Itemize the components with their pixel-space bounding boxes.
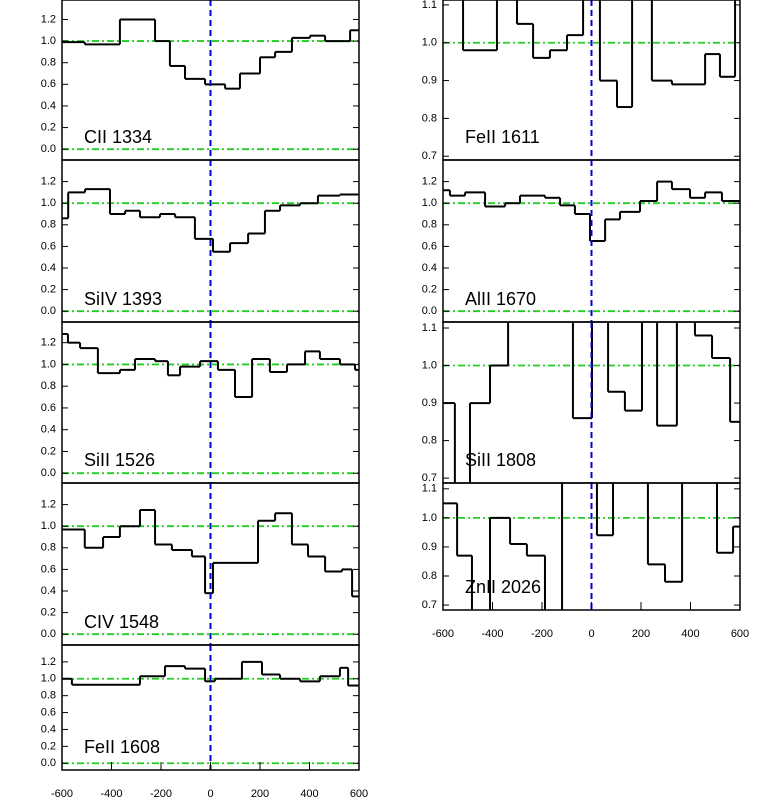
- y-tick-label: 0.0: [41, 305, 56, 317]
- y-tick-label: 0.9: [422, 541, 437, 553]
- y-tick-label: 0.8: [422, 570, 437, 582]
- panel-label: SiII 1808: [465, 450, 536, 470]
- y-tick-label: 0.0: [41, 628, 56, 640]
- x-tick-label: 0: [588, 628, 594, 640]
- y-tick-label: 1.0: [41, 35, 56, 47]
- y-tick-label: 0.8: [41, 57, 56, 69]
- y-tick-label: 1.0: [41, 197, 56, 209]
- y-tick-label: 0.6: [41, 78, 56, 90]
- y-tick-label: 0.8: [41, 542, 56, 554]
- y-tick-label: 0.2: [41, 740, 56, 752]
- y-tick-label: 0.4: [422, 262, 437, 274]
- panel-label: FeII 1611: [465, 127, 540, 147]
- x-tick-label: 200: [632, 628, 650, 640]
- panel: [62, 509, 359, 636]
- y-tick-label: 0.2: [41, 445, 56, 457]
- panel-label: AlII 1670: [465, 289, 536, 309]
- x-tick-label: 200: [251, 788, 269, 800]
- y-tick-label: 0.6: [422, 240, 437, 252]
- panel-label: FeII 1608: [84, 737, 160, 757]
- x-tick-label: -400: [100, 788, 122, 800]
- y-tick-label: 1.2: [422, 176, 437, 188]
- y-tick-label: 0.4: [41, 585, 56, 597]
- x-tick-label: -400: [481, 628, 503, 640]
- y-tick-label: 0.8: [422, 219, 437, 231]
- y-tick-label: 0.4: [41, 424, 56, 436]
- y-tick-label: 0.4: [41, 100, 56, 112]
- y-tick-label: 0.2: [41, 607, 56, 619]
- y-tick-label: 0.0: [41, 467, 56, 479]
- y-tick-label: 0.0: [41, 757, 56, 769]
- y-tick-label: 0.6: [41, 240, 56, 252]
- y-tick-label: 0.8: [422, 112, 437, 124]
- panel: [62, 332, 359, 475]
- x-tick-label: 400: [300, 788, 318, 800]
- y-tick-label: 1.0: [422, 512, 437, 524]
- y-tick-label: 0.6: [41, 706, 56, 718]
- x-tick-label: 0: [207, 788, 213, 800]
- y-tick-label: 0.2: [41, 121, 56, 133]
- y-tick-label: 0.0: [422, 305, 437, 317]
- y-tick-label: 1.1: [422, 0, 437, 11]
- panel: [443, 483, 740, 610]
- x-tick-label: -600: [432, 628, 454, 640]
- panel: [443, 180, 740, 313]
- panel-label: ZnII 2026: [465, 577, 541, 597]
- panel-label: CIV 1548: [84, 612, 159, 632]
- y-tick-label: 1.1: [422, 322, 437, 334]
- y-tick-label: 1.0: [422, 37, 437, 49]
- y-tick-label: 0.9: [422, 397, 437, 409]
- x-tick-label: -200: [531, 628, 553, 640]
- y-tick-label: 0.9: [422, 74, 437, 86]
- y-tick-label: 1.2: [41, 13, 56, 25]
- panel: [443, 0, 740, 109]
- x-tick-label: 600: [350, 788, 368, 800]
- y-tick-label: 1.0: [41, 673, 56, 685]
- y-tick-label: 0.7: [422, 472, 437, 484]
- y-tick-label: 1.0: [41, 358, 56, 370]
- panel: [443, 322, 740, 483]
- y-tick-label: 1.0: [41, 520, 56, 532]
- y-tick-label: 0.7: [422, 150, 437, 162]
- y-tick-label: 0.0: [41, 143, 56, 155]
- y-tick-label: 1.2: [41, 337, 56, 349]
- y-tick-label: 0.8: [422, 434, 437, 446]
- y-tick-label: 0.6: [41, 402, 56, 414]
- y-tick-label: 0.7: [422, 599, 437, 611]
- panel-label: CII 1334: [84, 127, 152, 147]
- y-tick-label: 0.8: [41, 690, 56, 702]
- y-tick-label: 0.4: [41, 723, 56, 735]
- y-tick-label: 0.8: [41, 219, 56, 231]
- y-tick-label: 0.8: [41, 380, 56, 392]
- y-tick-label: 0.2: [422, 284, 437, 296]
- panel-label: SiII 1526: [84, 450, 155, 470]
- x-tick-label: -200: [150, 788, 172, 800]
- y-tick-label: 1.2: [41, 176, 56, 188]
- y-tick-label: 1.0: [422, 359, 437, 371]
- y-tick-label: 1.0: [422, 197, 437, 209]
- y-tick-label: 1.2: [41, 499, 56, 511]
- x-tick-label: -600: [51, 788, 73, 800]
- y-tick-label: 0.2: [41, 284, 56, 296]
- panel: [62, 18, 359, 151]
- x-tick-label: 600: [731, 628, 749, 640]
- y-tick-label: 1.2: [41, 656, 56, 668]
- y-tick-label: 0.6: [41, 563, 56, 575]
- x-tick-label: 400: [681, 628, 699, 640]
- y-tick-label: 0.4: [41, 262, 56, 274]
- panel-label: SiIV 1393: [84, 289, 162, 309]
- y-tick-label: 1.1: [422, 483, 437, 495]
- panel: [62, 188, 359, 313]
